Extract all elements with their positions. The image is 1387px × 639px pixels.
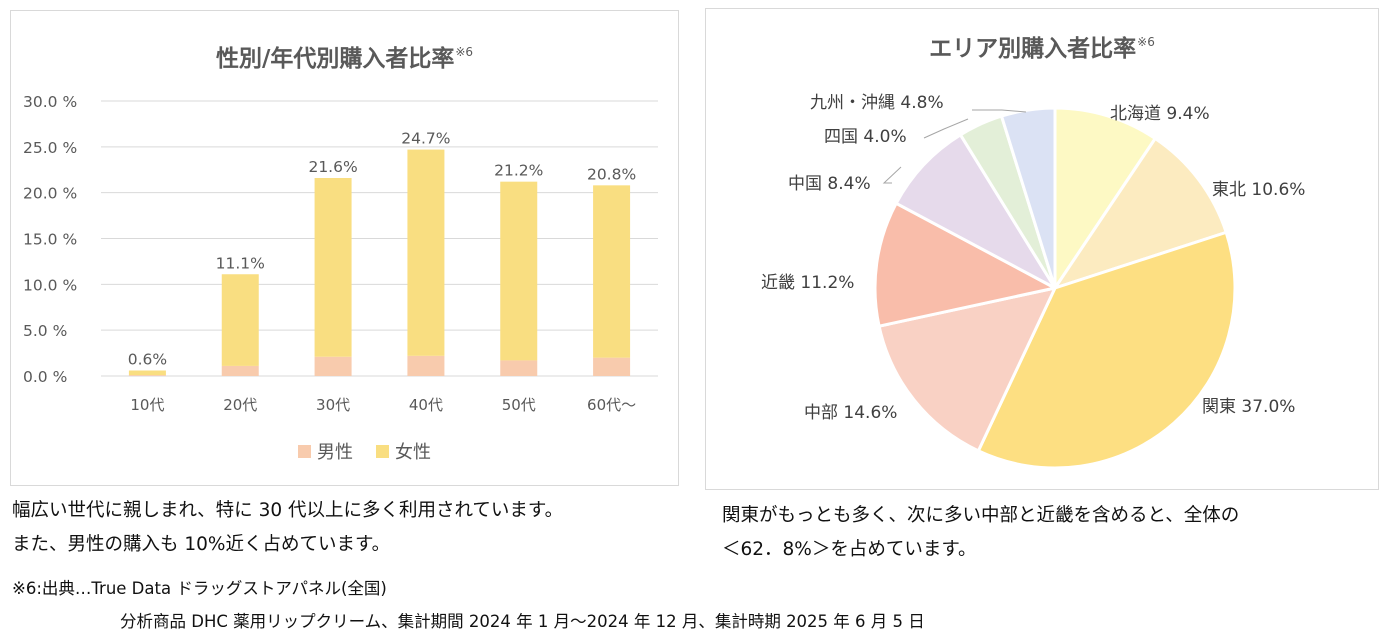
age-gender-description-line: また、男性の購入も 10%近く占めています。	[12, 534, 391, 555]
bar-female	[128, 370, 166, 376]
pie-slice	[1053, 106, 1157, 290]
pie-slice	[976, 230, 1237, 470]
y-tick-label: 20.0 %	[23, 185, 77, 203]
bar-total-label: 20.8%	[587, 165, 636, 183]
x-tick-label: 40代	[409, 396, 443, 414]
age-gender-chart-title: 性別/年代別購入者比率※6	[11, 39, 678, 73]
pie-slice-label: 北海道 9.4%	[1110, 104, 1210, 124]
bar-male	[314, 356, 352, 376]
y-tick-label: 0.0 %	[23, 368, 67, 386]
area-description-line: 関東がもっとも多く、次に多い中部と近畿を含めると、全体の	[722, 505, 1240, 526]
bar-female	[314, 178, 352, 357]
legend-male-swatch	[298, 445, 311, 458]
age-gender-description-line: 幅広い世代に親しまれ、特に 30 代以上に多く利用されています。	[12, 500, 564, 521]
footnote-source: ※6:出典…True Data ドラッグストアパネル(全国)	[12, 579, 387, 598]
age-gender-bar-chart: 0.0 % 5.0 % 10.0 % 15.0 % 20.0 % 25.0 % 30.0 %…	[23, 93, 658, 463]
pie-slice	[877, 286, 1057, 453]
area-pie-chart: 北海道 9.4% 東北 10.6% 関東 37.0% 中部 14.6% 近畿 11.2%…	[761, 93, 1305, 470]
pie-slice	[873, 201, 1057, 328]
bar-male	[407, 355, 445, 376]
y-tick-label: 5.0 %	[23, 322, 67, 340]
age-gender-description: 幅広い世代に親しまれ、特に 30 代以上に多く利用されています。 また、男性の購…	[12, 494, 563, 562]
pie-slice-label: 四国 4.0%	[824, 127, 907, 147]
x-tick-label: 20代	[223, 396, 257, 414]
bar-total-label: 21.2%	[494, 162, 543, 180]
legend-male-label: 男性	[317, 442, 353, 463]
legend-female-swatch	[376, 445, 389, 458]
pie-slice-label: 東北 10.6%	[1212, 180, 1305, 200]
y-tick-label: 15.0 %	[23, 231, 77, 249]
area-description-line: ＜62．8%＞を占めています。	[722, 539, 977, 560]
bar-female	[593, 185, 631, 358]
bar-total-label: 0.6%	[128, 351, 167, 369]
pie-leader-line	[972, 109, 1027, 113]
pie-leader-line	[882, 166, 902, 184]
y-tick-label: 30.0 %	[23, 93, 77, 111]
age-gender-chart-title-note: ※6	[455, 45, 474, 59]
pie-slice	[1053, 136, 1228, 290]
pie-slice	[1000, 106, 1057, 290]
y-tick-label: 10.0 %	[23, 276, 77, 294]
bar-total-label: 24.7%	[401, 130, 450, 148]
area-chart-title-note: ※6	[1137, 35, 1155, 49]
bar-male	[221, 365, 259, 376]
pie-leader-line	[923, 118, 969, 139]
area-chart-title: エリア別購入者比率※6	[706, 29, 1378, 63]
x-tick-label: 50代	[502, 396, 536, 414]
x-tick-label: 60代～	[587, 396, 636, 414]
area-chart-title-text: エリア別購入者比率	[929, 36, 1137, 62]
pie-slice-label: 中国 8.4%	[788, 174, 871, 194]
bar-male	[500, 360, 538, 376]
bar-total-label: 11.1%	[216, 254, 265, 272]
bar-female	[407, 149, 445, 356]
age-gender-chart-panel: 性別/年代別購入者比率※6 0.0 % 5.0 % 10.0 % 15.0 % 20.0…	[10, 10, 679, 486]
pie-slice-label: 中部 14.6%	[804, 403, 897, 423]
legend-female-label: 女性	[395, 442, 431, 463]
area-description: 関東がもっとも多く、次に多い中部と近畿を含めると、全体の ＜62．8%＞を占めて…	[722, 499, 1239, 567]
age-gender-chart-title-text: 性別/年代別購入者比率	[215, 46, 455, 72]
area-chart-panel: エリア別購入者比率※6 北海道 9.4% 東北 10.6% 関東 37.0% 中部 1…	[705, 8, 1379, 490]
bar-male	[128, 375, 166, 376]
bar-female	[500, 181, 538, 361]
pie-slice	[894, 133, 1057, 290]
pie-slice-label: 関東 37.0%	[1202, 397, 1295, 417]
pie-slice-label: 近畿 11.2%	[761, 273, 854, 293]
bar-male	[593, 357, 631, 376]
pie-slice-label: 九州・沖縄 4.8%	[810, 93, 944, 113]
bar-total-label: 21.6%	[308, 158, 357, 176]
y-tick-label: 25.0 %	[23, 139, 77, 157]
x-tick-label: 30代	[316, 396, 350, 414]
x-tick-label: 10代	[130, 396, 164, 414]
bar-female	[221, 274, 259, 366]
footnote-period: 分析商品 DHC 薬用リップクリーム、集計期間 2024 年 1 月～2024 …	[120, 612, 925, 631]
